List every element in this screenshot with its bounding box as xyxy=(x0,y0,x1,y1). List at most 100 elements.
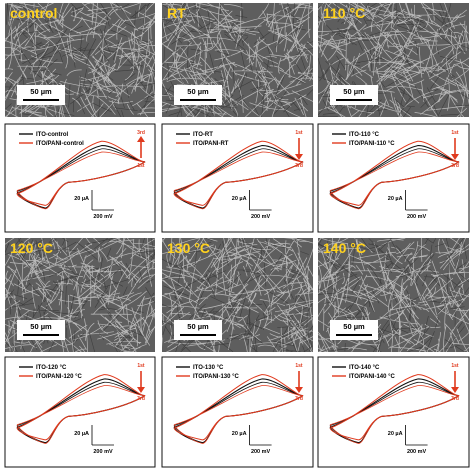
arrow-down-icon xyxy=(295,154,303,160)
legend-label-pani: ITO/PANI-140 °C xyxy=(349,374,396,380)
sem-sample-label: 110 °C xyxy=(323,5,365,21)
sem-image: 130 °C 50 µm xyxy=(162,238,313,352)
current-scale-label: 20 µA xyxy=(388,196,403,202)
nanofiber-texture xyxy=(162,238,313,352)
cv-plot: ITO-130 °C ITO/PANI-130 °C 1st 3rd 20 µA 200 … xyxy=(161,356,314,468)
scale-bar-label: 50 µm xyxy=(187,87,209,96)
arrow-up-icon xyxy=(137,136,145,142)
current-scale-label: 20 µA xyxy=(232,196,247,202)
sem-image: control 50 µm xyxy=(5,3,155,117)
nanofiber-texture xyxy=(318,238,469,352)
nanofiber-texture xyxy=(5,238,155,352)
legend-label-pani: ITO/PANI-RT xyxy=(193,141,229,147)
cycle-label-bottom: 3rd xyxy=(451,396,459,402)
cv-curves xyxy=(329,140,460,210)
sem-image: RT 50 µm xyxy=(162,3,313,117)
potential-scale-label: 200 mV xyxy=(93,449,113,455)
scale-bar-label: 50 µm xyxy=(343,322,365,331)
cycle-order-indicator: 3rd 1st xyxy=(137,130,145,169)
cycle-order-indicator: 1st 3rd xyxy=(295,363,303,402)
legend-label-ito: ITO-control xyxy=(36,132,69,138)
cv-scale-bars: 20 µA 200 mV xyxy=(388,190,428,220)
scale-bar: 50 µm xyxy=(17,85,65,105)
cv-legend: ITO-140 °C ITO/PANI-140 °C xyxy=(332,365,396,380)
cv-plot: ITO-RT ITO/PANI-RT 1st 3rd 20 µA 200 mV xyxy=(161,123,314,233)
sem-image: 120 °C 50 µm xyxy=(5,238,155,352)
cv-curves xyxy=(329,374,460,444)
potential-scale-label: 200 mV xyxy=(251,214,271,220)
cycle-label-top: 1st xyxy=(451,363,459,369)
nanofiber-texture xyxy=(5,3,155,117)
cv-curves xyxy=(173,374,304,444)
cv-legend: ITO-110 °C ITO/PANI-110 °C xyxy=(332,132,395,147)
sem-sample-label: control xyxy=(10,5,57,21)
cv-legend: ITO-RT ITO/PANI-RT xyxy=(176,132,229,147)
sem-sample-label: 140 °C xyxy=(323,240,366,256)
cv-plot: ITO-140 °C ITO/PANI-140 °C 1st 3rd 20 µA 200 … xyxy=(317,356,470,468)
legend-label-ito: ITO-130 °C xyxy=(193,365,224,371)
pani-curve xyxy=(16,151,146,210)
potential-scale-label: 200 mV xyxy=(407,449,427,455)
scale-bar-label: 50 µm xyxy=(30,322,52,331)
cycle-label-bottom: 3rd xyxy=(295,163,303,169)
potential-scale-label: 200 mV xyxy=(251,449,271,455)
cycle-label-top: 1st xyxy=(295,130,303,136)
scale-bar: 50 µm xyxy=(174,320,222,340)
sem-sample-label: RT xyxy=(167,5,186,21)
cv-legend: ITO-control ITO/PANI-control xyxy=(19,132,84,147)
cv-plot: ITO-120 °C ITO/PANI-120 °C 1st 3rd 20 µA 200 … xyxy=(4,356,156,468)
legend-label-pani: ITO/PANI-120 °C xyxy=(36,374,83,380)
cycle-label-bottom: 3rd xyxy=(137,396,145,402)
arrow-down-icon xyxy=(295,387,303,393)
sem-image: 110 °C 50 µm xyxy=(318,3,469,117)
scale-bar-label: 50 µm xyxy=(343,87,365,96)
cv-scale-bars: 20 µA 200 mV xyxy=(388,425,428,455)
cycle-order-indicator: 1st 3rd xyxy=(295,130,303,169)
legend-label-ito: ITO-140 °C xyxy=(349,365,380,371)
cycle-label-top: 1st xyxy=(295,363,303,369)
cycle-label-bottom: 1st xyxy=(137,163,145,169)
legend-label-ito: ITO-120 °C xyxy=(36,365,67,371)
legend-label-ito: ITO-RT xyxy=(193,132,213,138)
current-scale-label: 20 µA xyxy=(74,431,89,437)
pani-curve xyxy=(329,385,460,444)
pani-curve xyxy=(329,151,460,210)
cv-legend: ITO-120 °C ITO/PANI-120 °C xyxy=(19,365,83,380)
cv-scale-bars: 20 µA 200 mV xyxy=(232,425,272,455)
cv-curves xyxy=(16,140,146,210)
scale-bar-label: 50 µm xyxy=(30,87,52,96)
arrow-down-icon xyxy=(137,387,145,393)
cv-plot: ITO-110 °C ITO/PANI-110 °C 1st 3rd 20 µA 200 … xyxy=(317,123,470,233)
cv-curves xyxy=(16,374,146,444)
sem-sample-label: 120 °C xyxy=(10,240,53,256)
pani-curve xyxy=(16,385,146,444)
cv-curves xyxy=(173,140,304,210)
scale-bar: 50 µm xyxy=(174,85,222,105)
potential-scale-label: 200 mV xyxy=(93,214,113,220)
pani-curve xyxy=(173,151,304,210)
cv-scale-bars: 20 µA 200 mV xyxy=(74,190,114,220)
scale-bar-label: 50 µm xyxy=(187,322,209,331)
cycle-order-indicator: 1st 3rd xyxy=(137,363,145,402)
legend-label-pani: ITO/PANI-control xyxy=(36,141,84,147)
cycle-label-top: 1st xyxy=(451,130,459,136)
sem-sample-label: 130 °C xyxy=(167,240,210,256)
cycle-order-indicator: 1st 3rd xyxy=(451,363,459,402)
cycle-label-bottom: 3rd xyxy=(451,163,459,169)
pani-curve xyxy=(173,385,304,444)
current-scale-label: 20 µA xyxy=(74,196,89,202)
scale-bar: 50 µm xyxy=(330,320,378,340)
cv-scale-bars: 20 µA 200 mV xyxy=(232,190,272,220)
cycle-label-top: 1st xyxy=(137,363,145,369)
cycle-label-top: 3rd xyxy=(137,130,145,136)
scale-bar: 50 µm xyxy=(330,85,378,105)
cv-scale-bars: 20 µA 200 mV xyxy=(74,425,114,455)
sem-image: 140 °C 50 µm xyxy=(318,238,469,352)
scale-bar: 50 µm xyxy=(17,320,65,340)
cv-legend: ITO-130 °C ITO/PANI-130 °C xyxy=(176,365,240,380)
cycle-order-indicator: 1st 3rd xyxy=(451,130,459,169)
arrow-down-icon xyxy=(451,387,459,393)
potential-scale-label: 200 mV xyxy=(407,214,427,220)
